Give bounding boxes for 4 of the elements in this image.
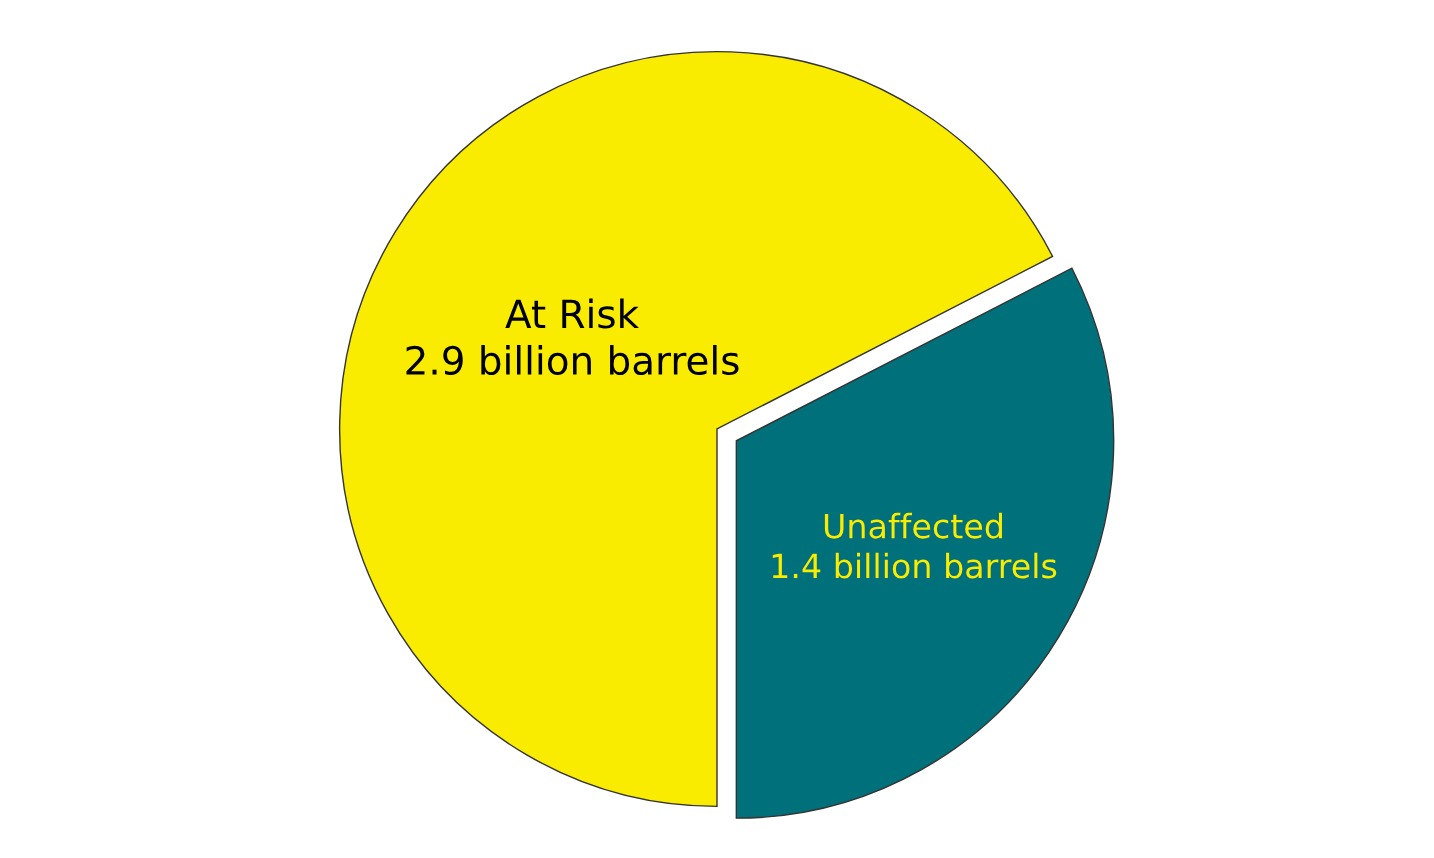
data-label: 2.9 billion barrels (406, 344, 739, 376)
slice-label: Unaffected (824, 512, 1002, 539)
data-label: 1.4 billion barrels (772, 552, 1057, 579)
slice-label: At Risk (505, 298, 640, 329)
